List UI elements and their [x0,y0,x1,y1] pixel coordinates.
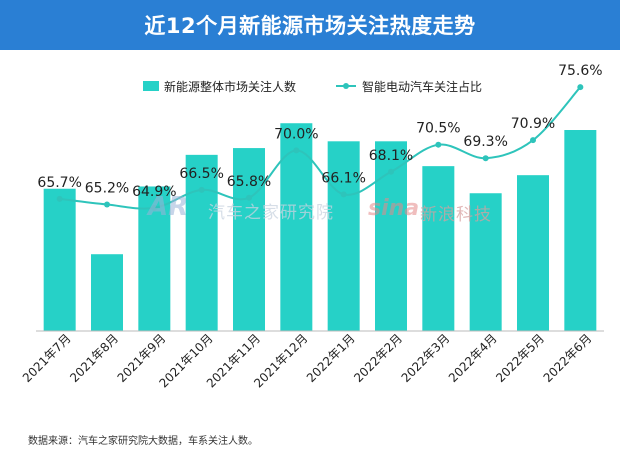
line-label-5: 65.8% [227,174,271,190]
x-tick-label-8: 2022年2月 [351,331,405,385]
line-point-10 [482,155,489,162]
line-point-6 [293,147,300,154]
bar-1 [43,188,76,331]
chart-svg: 新能源整体市场关注人数 智能电动汽车关注占比 65.7% 65.2% 64.9%66.5… [20,63,604,390]
line-label-6: 70.0% [274,126,318,142]
line-label-4: 66.5% [179,166,223,182]
line-point-1 [56,195,63,202]
line-point-2 [104,201,110,208]
line-point-5 [246,194,252,201]
x-tick-label-10: 2022年4月 [446,331,500,385]
chart-area: 新能源整体市场关注人数 智能电动汽车关注占比 65.7% 65.2% 64.9% 66.5… [0,50,620,458]
line-label-9: 70.5% [416,121,460,137]
x-tick-label-7: 2022年1月 [304,331,358,385]
line-label-12: 75.6% [558,63,602,79]
data-source-note: 数据来源：汽车之家研究院大数据，车系关注人数。 [28,436,258,447]
bar-10 [469,193,502,331]
line-label-1: 65.7% [37,175,81,191]
line-point-7 [340,191,347,198]
line-label-2: 65.2% [85,181,129,197]
bar-5 [233,148,265,331]
bar-12 [564,130,597,331]
bar-7 [327,141,360,331]
line-point-8 [388,168,394,175]
x-tick-label-1: 2021年7月 [20,331,74,385]
line-point-4 [198,186,205,193]
line-point-9 [435,141,442,148]
line-point-12 [577,84,584,91]
line-label-8: 68.1% [369,148,413,164]
line-label-11: 70.9% [511,116,555,132]
legend-label-bars: 新能源整体市场关注人数 [164,79,296,94]
bar-4 [185,154,218,331]
legend-swatch-bars [143,81,159,91]
line-label-7: 66.1% [321,170,365,186]
chart-header: 近12个月新能源市场关注热度走势 [0,0,620,50]
watermark-sina: sina [368,196,420,221]
line-label-10: 69.3% [463,134,507,150]
watermark-autohome: 汽车之家研究院 [208,203,334,223]
chart-title: 近12个月新能源市场关注热度走势 [144,14,476,38]
legend-marker-line [343,83,349,89]
x-tick-label-9: 2022年3月 [399,331,453,385]
watermark-sina-cn: 新浪科技 [420,205,492,225]
x-tick-label-11: 2022年5月 [493,331,547,385]
line-label-3: 64.9% [132,184,176,200]
bar-11 [517,175,549,331]
line-point-3 [151,204,158,211]
bar-6 [280,123,313,331]
bar-2 [91,254,123,331]
x-tick-label-2: 2021年8月 [67,331,121,385]
legend-label-line: 智能电动汽车关注占比 [362,79,482,94]
line-point-11 [530,137,536,144]
watermark-logo: AR [148,192,189,222]
bar-9 [422,166,455,331]
x-tick-label-12: 2022年6月 [541,331,595,385]
